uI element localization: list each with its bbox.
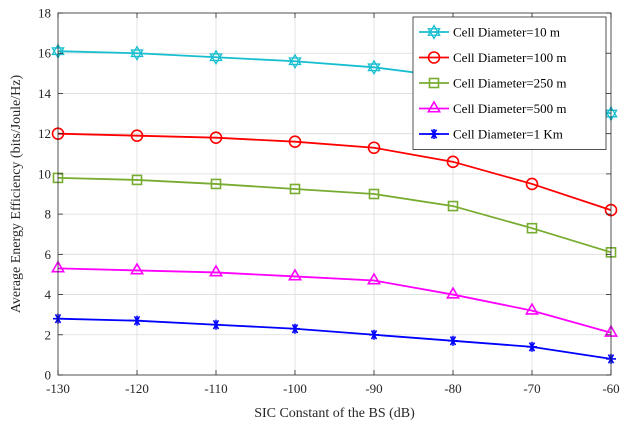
data-point (525, 177, 539, 191)
data-point (369, 329, 379, 340)
legend-item: Cell Diameter=500 m (419, 100, 566, 116)
y-tick-label: 8 (45, 207, 52, 222)
series-line (57, 267, 612, 334)
data-point (448, 335, 458, 346)
legend-item: Cell Diameter=100 m (419, 50, 566, 65)
x-tick-label: -100 (283, 381, 307, 396)
data-point (288, 53, 302, 70)
data-point (211, 319, 221, 330)
y-tick-label: 6 (45, 247, 52, 262)
legend-item: Cell Diameter=1 Km (419, 127, 563, 142)
y-tick-label: 2 (45, 327, 52, 342)
legend-label: Cell Diameter=1 Km (453, 127, 563, 142)
legend-label: Cell Diameter=10 m (453, 25, 560, 40)
data-point (524, 302, 540, 315)
x-tick-label: -90 (365, 381, 382, 396)
data-point (527, 341, 537, 352)
y-tick-label: 10 (38, 166, 51, 181)
data-point (129, 262, 145, 275)
legend: Cell Diameter=10 m Cell Diameter=100 m Cel… (412, 16, 607, 150)
data-point (290, 323, 300, 334)
series (52, 172, 617, 258)
data-point (447, 200, 459, 212)
data-point (208, 264, 224, 277)
data-point (131, 174, 143, 186)
data-point (132, 315, 142, 326)
series-line (57, 177, 612, 254)
legend-item: Cell Diameter=10 m (419, 24, 560, 40)
data-point (210, 178, 222, 190)
x-tick-label: -110 (204, 381, 227, 396)
x-tick-label: -60 (602, 381, 619, 396)
x-tick-label: -120 (125, 381, 149, 396)
series (51, 127, 618, 217)
legend-label: Cell Diameter=250 m (453, 76, 566, 91)
data-point (130, 45, 144, 62)
series (50, 260, 619, 337)
data-point (366, 272, 382, 285)
series-line (57, 132, 612, 211)
data-point (446, 155, 460, 169)
data-point (130, 129, 144, 142)
x-axis-label: SIC Constant of the BS (dB) (254, 406, 415, 421)
x-tick-label: -80 (444, 381, 461, 396)
data-point (367, 141, 381, 155)
data-point (427, 51, 441, 64)
y-tick-label: 4 (45, 287, 52, 302)
data-point (526, 222, 538, 234)
axis-ticks: -130 -120 -110 -100 -90 -80 -70 -60 0 2 4 6 8 10 12 14 1… (38, 6, 620, 397)
plot-frame (57, 12, 612, 376)
y-tick-label: 0 (45, 368, 52, 383)
y-tick-label: 12 (38, 126, 51, 141)
y-axis-label: Average Energy Efficiency (bits/Joule/Hz… (9, 75, 24, 314)
x-tick-label: -130 (46, 381, 70, 396)
series (53, 313, 616, 364)
data-point (288, 135, 302, 149)
y-tick-label: 14 (38, 86, 52, 101)
data-point (445, 286, 461, 299)
legend-item: Cell Diameter=250 m (419, 76, 566, 91)
data-point (368, 188, 380, 200)
data-point (289, 183, 301, 195)
data-point (426, 100, 442, 113)
data-point (367, 59, 381, 76)
legend-label: Cell Diameter=500 m (453, 101, 566, 116)
y-tick-label: 16 (38, 46, 52, 61)
data-point (428, 77, 440, 89)
series-line (57, 317, 612, 360)
y-tick-label: 18 (38, 6, 51, 21)
x-tick-label: -70 (523, 381, 540, 396)
data-point (429, 129, 439, 139)
data-point (209, 49, 223, 66)
data-point (427, 24, 441, 40)
data-point (287, 268, 303, 281)
data-point (209, 131, 223, 144)
legend-label: Cell Diameter=100 m (453, 50, 566, 65)
